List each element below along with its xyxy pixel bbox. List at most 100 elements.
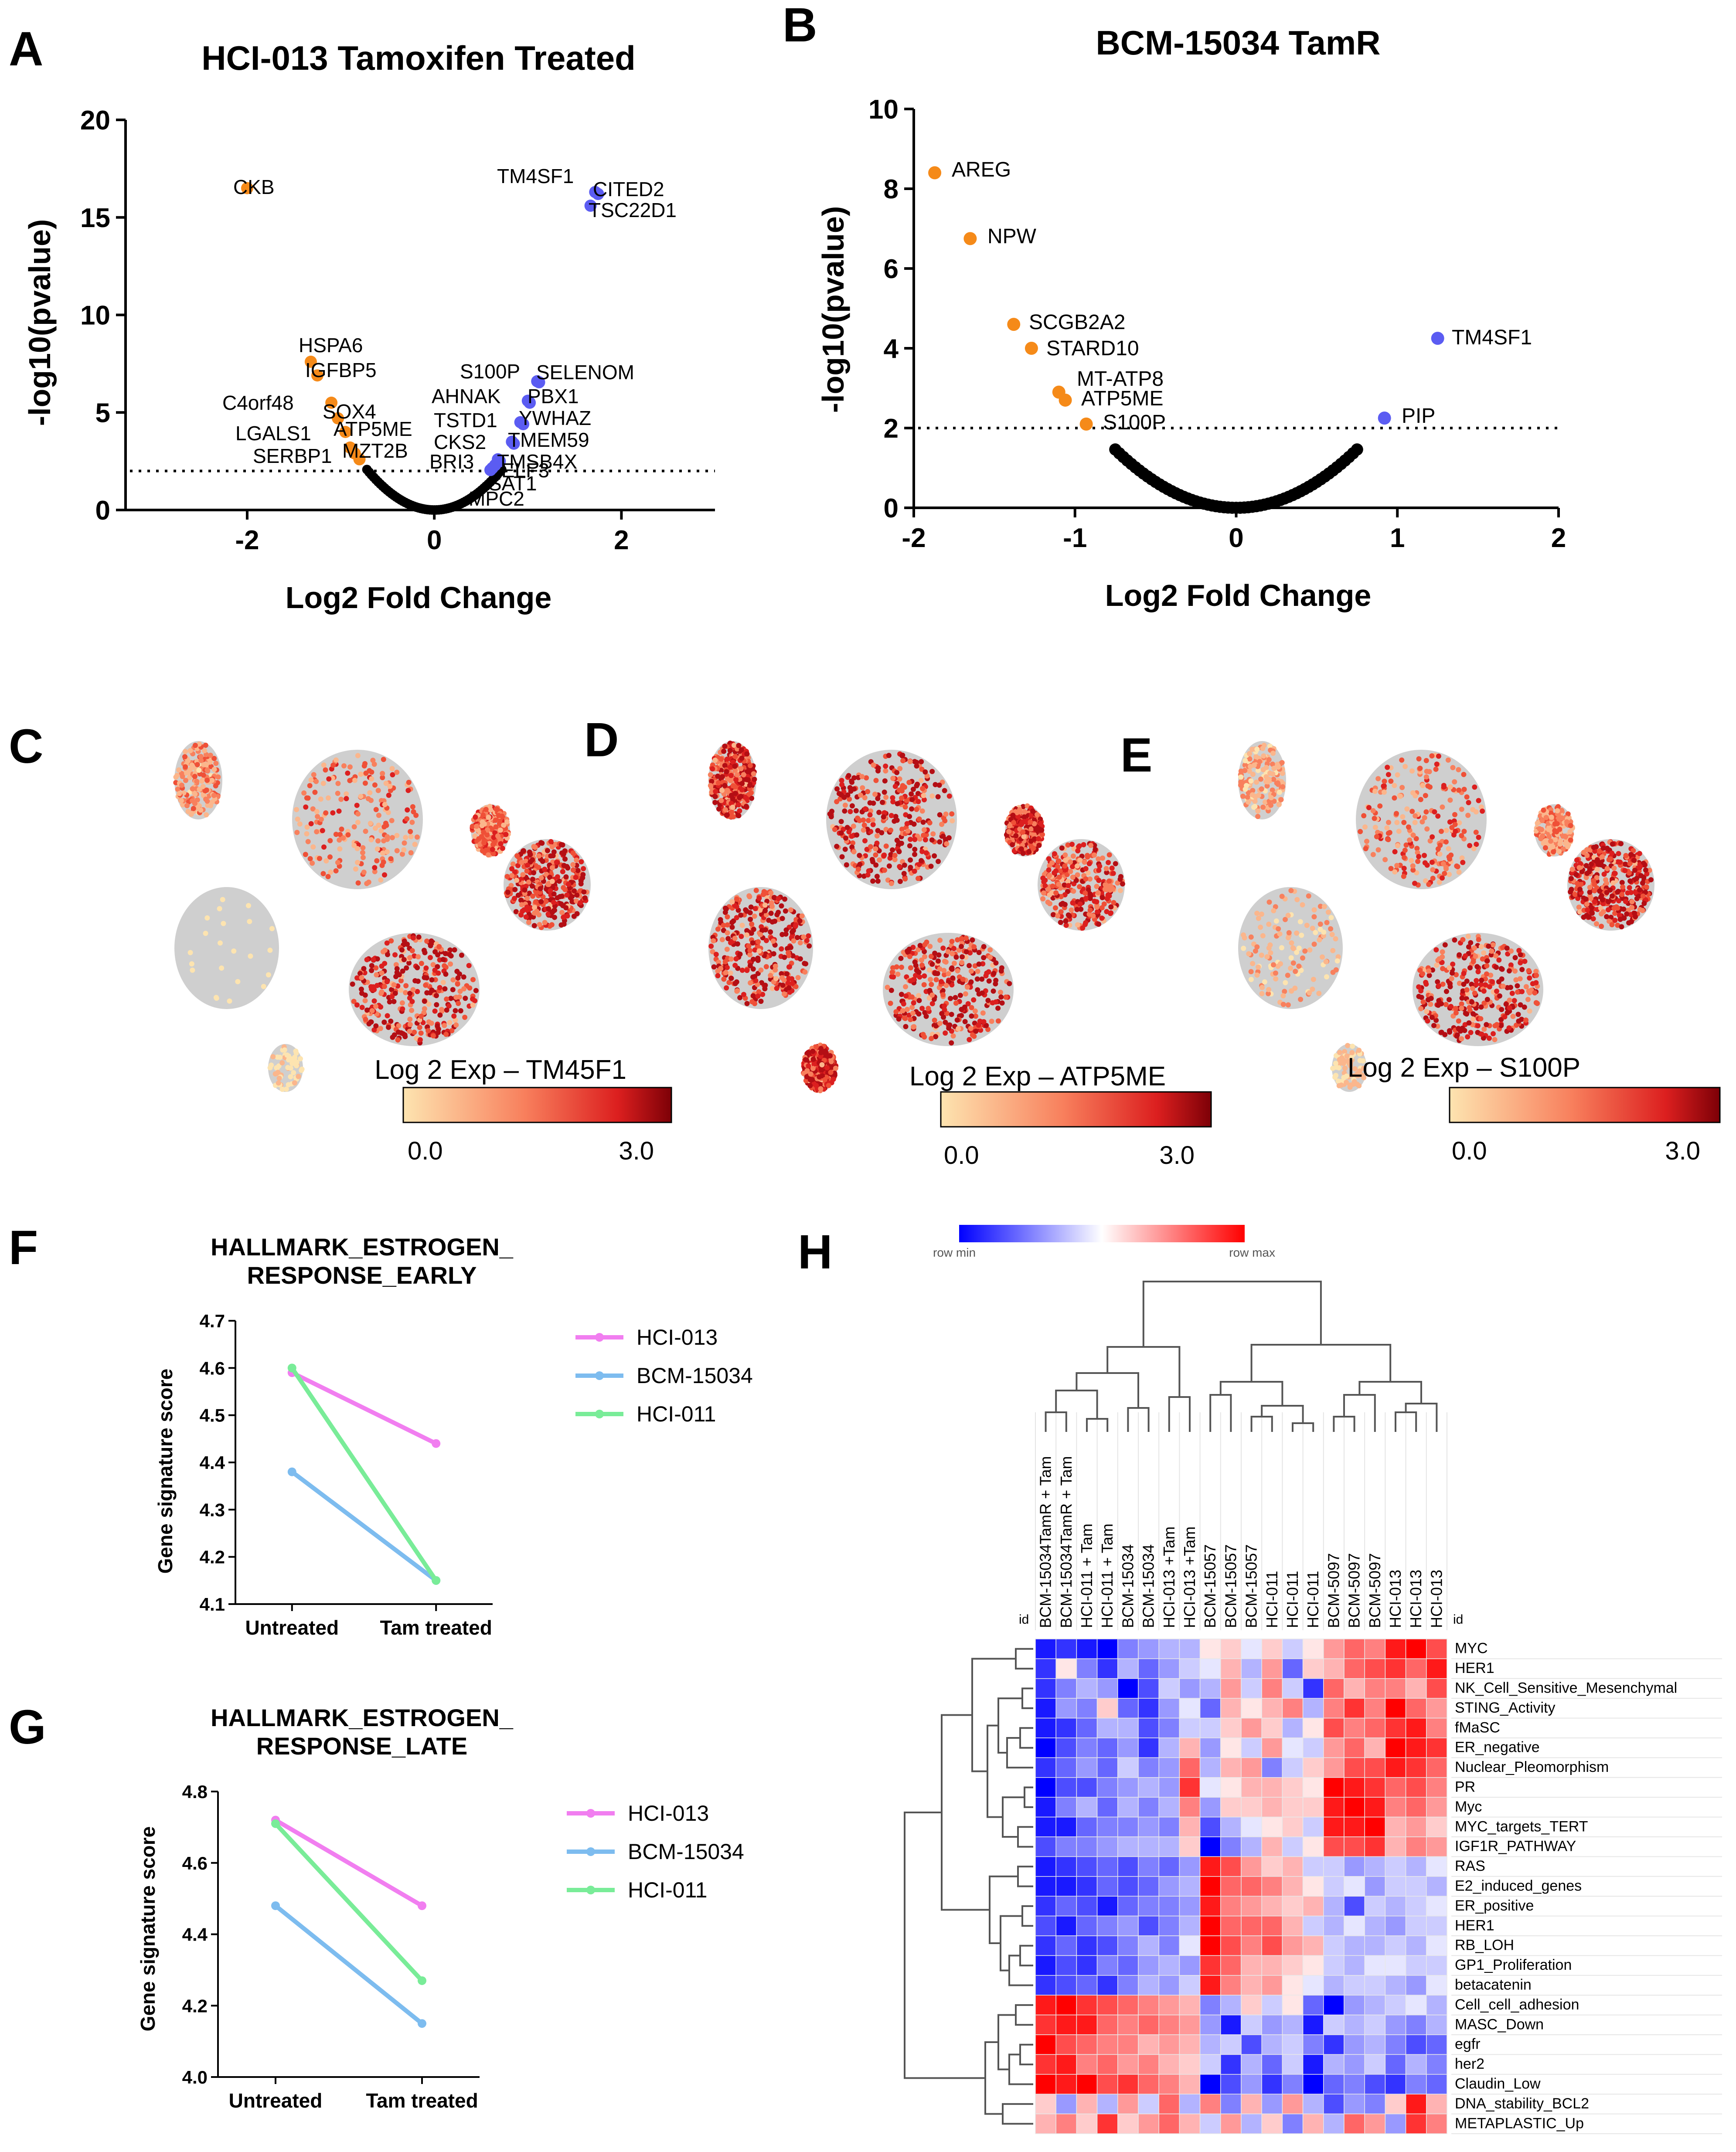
umap-cell — [749, 921, 755, 927]
umap-cell — [1050, 912, 1056, 918]
umap-cell — [928, 977, 933, 983]
umap-cell — [307, 783, 313, 789]
umap-cell — [366, 1021, 372, 1027]
umap-cell — [245, 903, 251, 908]
umap-cell — [951, 960, 957, 966]
umap-cell — [358, 772, 364, 777]
umap-cell — [1120, 881, 1125, 887]
umap-cell — [555, 895, 560, 901]
umap-cell — [929, 793, 935, 799]
umap-cell — [1385, 830, 1391, 836]
umap-cell — [999, 1000, 1005, 1006]
umap-d — [708, 740, 1125, 1094]
umap-cell — [220, 897, 225, 902]
umap-cell — [383, 781, 389, 786]
umap-cell — [747, 763, 753, 768]
umap-cell — [733, 956, 739, 962]
umap-cell — [424, 938, 430, 944]
umap-cell — [418, 1030, 424, 1036]
umap-cell — [545, 882, 551, 887]
umap-cell — [556, 878, 562, 884]
umap-cell — [972, 1008, 978, 1014]
umap-cell — [1321, 904, 1327, 909]
umap-cell — [1321, 929, 1327, 935]
umap-cell — [399, 1000, 405, 1006]
umap-cell — [855, 867, 861, 872]
umap-cell — [190, 967, 195, 973]
umap-cell — [1401, 866, 1407, 871]
umap-cell — [1416, 756, 1422, 762]
umap-cell — [797, 918, 803, 924]
umap-cell — [946, 971, 951, 976]
umap-cell — [1045, 899, 1051, 905]
umap-cell — [1641, 901, 1647, 906]
umap-cell — [739, 755, 745, 761]
umap-cell — [559, 894, 565, 899]
umap-cell — [177, 791, 182, 796]
umap-cell — [1113, 861, 1118, 867]
umap-cell — [844, 862, 849, 868]
umap-cell — [949, 811, 955, 817]
umap-cell — [293, 1048, 299, 1054]
umap-cell — [906, 946, 912, 952]
umap-cell — [1440, 875, 1445, 881]
umap-cell — [1246, 951, 1252, 957]
umap-cell — [903, 984, 909, 989]
umap-cell — [923, 832, 929, 838]
umap-cell — [1249, 792, 1255, 798]
umap-cell — [327, 838, 333, 843]
umap-cell — [472, 833, 478, 839]
gene-point — [517, 418, 530, 431]
umap-cell — [395, 1029, 401, 1035]
umap-cell — [1512, 955, 1518, 960]
panel-letter-e: E — [1120, 728, 1152, 782]
umap-cell — [1422, 853, 1427, 858]
umap-cell — [1264, 954, 1270, 960]
umap-cell — [560, 869, 565, 874]
umap-cell — [1266, 778, 1271, 784]
umap-cell — [362, 993, 368, 998]
umap-cell — [899, 964, 904, 970]
umap-cell — [868, 808, 874, 814]
gene-point — [1007, 318, 1021, 331]
umap-cell — [721, 748, 727, 754]
umap-cell — [995, 1005, 1001, 1011]
umap-cell — [1399, 785, 1405, 790]
umap-cell — [187, 950, 193, 955]
gene-label: HSPA6 — [299, 334, 363, 357]
umap-cell — [323, 767, 328, 773]
umap-cell — [868, 844, 873, 850]
umap-cell — [1460, 860, 1466, 865]
umap-cell — [448, 996, 454, 1001]
umap-cell — [970, 937, 975, 943]
umap-cell — [1249, 746, 1255, 752]
umap-cell — [550, 859, 556, 865]
umap-cell — [807, 1083, 813, 1088]
umap-cell — [718, 966, 724, 971]
umap-cell — [956, 1026, 961, 1031]
umap-cell — [1030, 808, 1035, 814]
umap-cell — [307, 856, 313, 861]
umap-cell — [1643, 867, 1648, 873]
umap-cell — [937, 938, 943, 943]
umap-cell — [544, 871, 549, 877]
umap-cell — [490, 842, 496, 847]
umap-cell — [1036, 843, 1042, 848]
umap-cell — [1443, 839, 1449, 845]
umap-cell — [1637, 851, 1642, 857]
umap-cell — [515, 892, 521, 898]
umap-cell — [899, 992, 904, 997]
umap-cell — [545, 848, 550, 853]
umap-cell — [1429, 860, 1435, 865]
umap-cell — [738, 766, 744, 772]
umap-cell — [184, 803, 190, 809]
umap-cell — [347, 778, 353, 783]
umap-cell — [892, 784, 898, 789]
gene-point — [339, 426, 352, 438]
umap-cell — [542, 867, 548, 872]
umap-cell — [851, 849, 857, 855]
umap-cell — [779, 946, 784, 952]
umap-cell — [1597, 888, 1603, 894]
umap-cell — [470, 823, 475, 829]
umap-cell — [744, 968, 750, 973]
